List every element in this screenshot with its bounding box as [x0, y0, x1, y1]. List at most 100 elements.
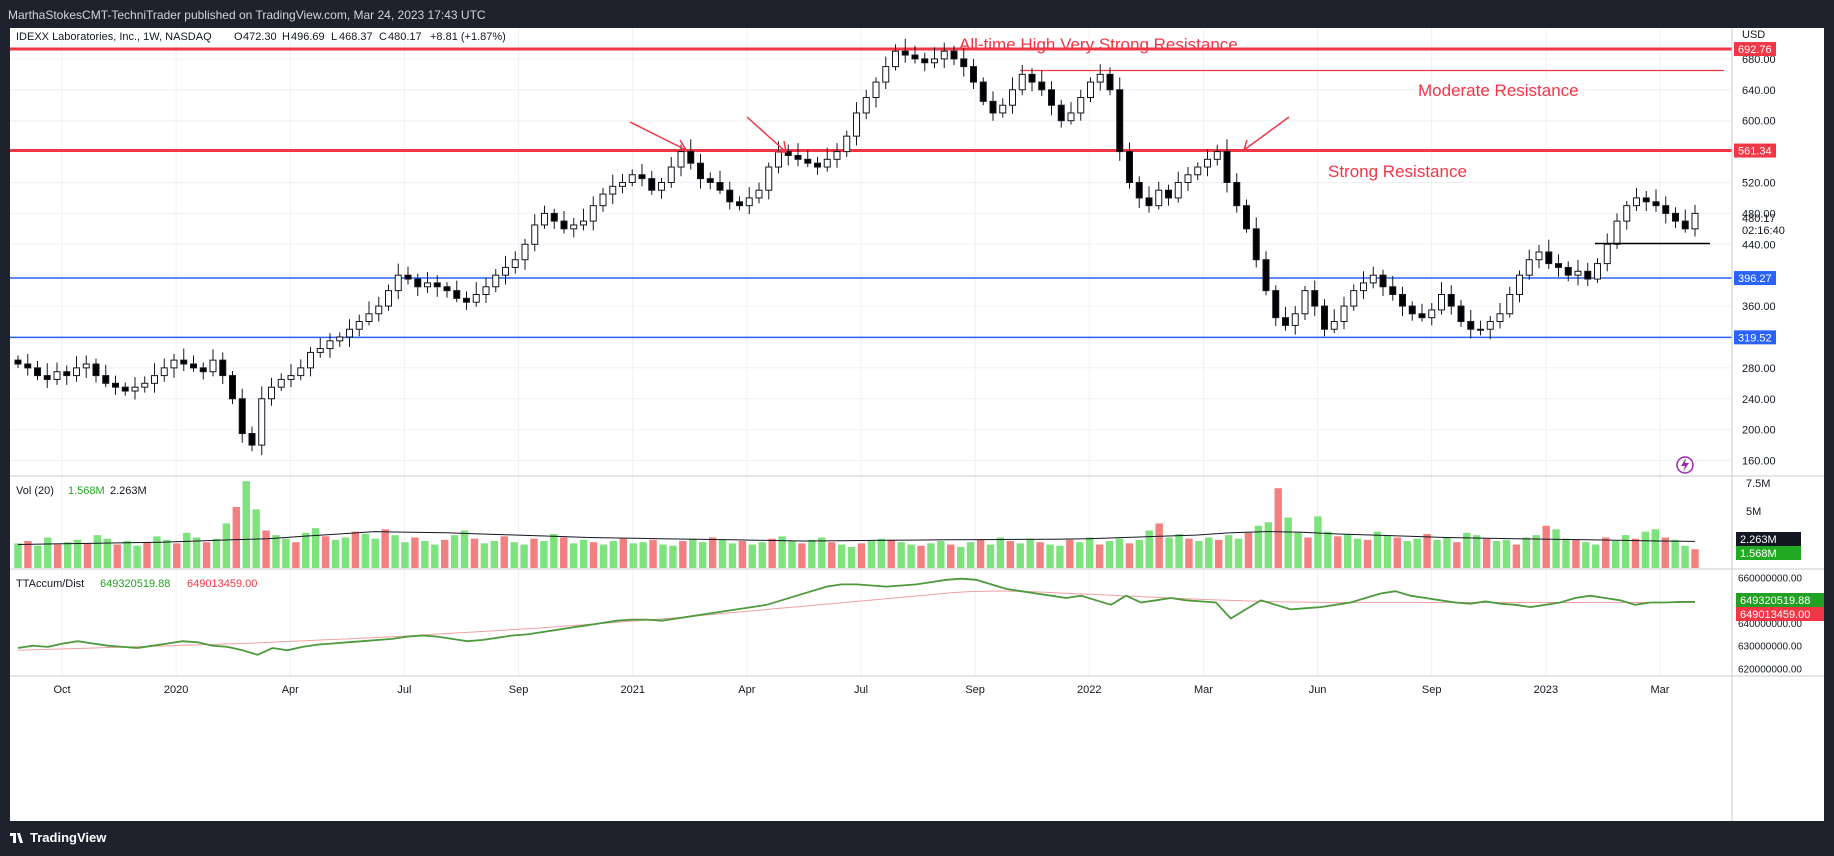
candle-body	[1545, 251, 1553, 265]
candle-body	[969, 66, 978, 83]
volume-bar	[1482, 538, 1491, 568]
volume-bar	[758, 542, 766, 568]
candle-body	[1203, 158, 1212, 168]
lightning-icon[interactable]	[1676, 456, 1694, 474]
arrow-1-head	[674, 139, 688, 151]
volume-bar	[1572, 539, 1580, 568]
volume-bar	[361, 533, 370, 568]
time-tick: Apr	[282, 684, 299, 696]
time-tick: Sep	[1422, 684, 1442, 696]
candle-body	[43, 375, 51, 380]
candle-body	[228, 375, 237, 400]
candle-body	[375, 305, 383, 315]
volume-bar	[1105, 541, 1114, 568]
candle-body	[511, 259, 519, 268]
candle-body	[1467, 321, 1475, 330]
candle-body	[1486, 321, 1494, 330]
volume-bar	[669, 545, 677, 568]
candle-body	[1398, 293, 1407, 307]
volume-bar	[163, 539, 171, 568]
volume-bar	[1244, 532, 1253, 568]
accum-tick: 620000000.00	[1738, 664, 1802, 675]
volume-bar	[1582, 542, 1590, 568]
candle-body	[1077, 97, 1085, 114]
volume-bar	[956, 546, 965, 568]
candle-body	[794, 154, 802, 160]
volume-bar	[1383, 535, 1392, 568]
ohlc-change: +8.81 (+1.87%)	[430, 31, 506, 43]
candle-body	[804, 158, 812, 164]
volume-bar	[113, 544, 121, 568]
arrow-3-head	[1242, 139, 1255, 151]
volume-bar	[1343, 533, 1352, 568]
volume-bar	[1115, 538, 1124, 568]
time-tick: Oct	[53, 684, 70, 696]
price-tag: 692.76	[1738, 44, 1772, 56]
candle-body	[891, 50, 900, 68]
candle-body	[1233, 181, 1241, 207]
candle-body	[1301, 290, 1309, 315]
candle-body	[14, 359, 22, 365]
time-tick: Jun	[1309, 684, 1327, 696]
candle-body	[726, 189, 734, 203]
time-axis[interactable]: Oct 2020 Apr Jul Sep 2021 Apr Jul Sep 2022 Mar Jun S…	[53, 684, 1669, 696]
volume-bar	[569, 543, 578, 568]
candle-body	[209, 359, 217, 373]
candle-body	[930, 58, 939, 64]
volume-bar	[986, 544, 995, 568]
candle-body	[1106, 73, 1114, 91]
candle-body	[316, 348, 324, 353]
volume-bar	[440, 539, 449, 568]
candle-body	[940, 50, 948, 60]
volume-bar	[182, 532, 191, 568]
volume-bar	[1205, 537, 1213, 568]
bar-countdown: 02:16:40	[1742, 225, 1785, 237]
volume-bar	[649, 539, 657, 568]
candles[interactable]	[14, 38, 1699, 456]
candle-body	[170, 359, 178, 369]
price-tick: 640.00	[1742, 85, 1776, 97]
volume-bar	[1393, 537, 1402, 568]
arrow-2	[746, 116, 787, 153]
tradingview-logo[interactable]: TradingView	[10, 830, 106, 845]
candle-body	[63, 371, 71, 377]
volume-bar	[520, 544, 528, 568]
candle-body	[1525, 259, 1533, 276]
candle-body	[258, 398, 266, 446]
volume-bar	[1076, 542, 1084, 568]
volume-bar	[1611, 541, 1620, 568]
candle-body	[765, 166, 773, 191]
candle-body	[1379, 274, 1387, 288]
candle-body	[404, 274, 412, 280]
volume-bar	[272, 535, 280, 568]
volume-bar	[947, 544, 955, 568]
volume-bar	[1463, 532, 1471, 568]
volume-bar	[1274, 488, 1282, 568]
annotation-moderate: Moderate Resistance	[1418, 81, 1579, 100]
accum-signal-tag: 649013459.00	[1740, 609, 1810, 621]
candle-body	[355, 321, 363, 330]
volume-bar	[401, 542, 409, 568]
candle-body	[423, 282, 432, 288]
volume-bar	[867, 541, 876, 568]
volume-bar	[1334, 536, 1342, 568]
tradingview-logo-icon	[10, 833, 23, 843]
volume-bar	[1056, 545, 1064, 568]
resistance-support-lines[interactable]	[10, 47, 1732, 339]
arrows	[629, 116, 1290, 153]
volume-bar	[302, 532, 310, 568]
candle-body	[462, 297, 471, 303]
volume-bar	[1423, 533, 1431, 568]
time-tick: Mar	[1194, 684, 1213, 696]
volume-ma-tag: 2.263M	[1740, 534, 1777, 546]
candle-body	[1067, 112, 1075, 122]
volume-bar	[996, 537, 1005, 568]
volume-bar	[391, 535, 399, 568]
candle-body	[121, 386, 129, 392]
symbol-title: IDEXX Laboratories, Inc., 1W, NASDAQ	[16, 31, 212, 43]
candle-body	[1642, 197, 1650, 203]
chart[interactable]: IDEXX Laboratories, Inc., 1W, NASDAQ O 4…	[10, 28, 1824, 821]
time-tick: Sep	[509, 684, 529, 696]
candle-body	[1184, 174, 1192, 183]
price-tick: 160.00	[1742, 456, 1776, 468]
